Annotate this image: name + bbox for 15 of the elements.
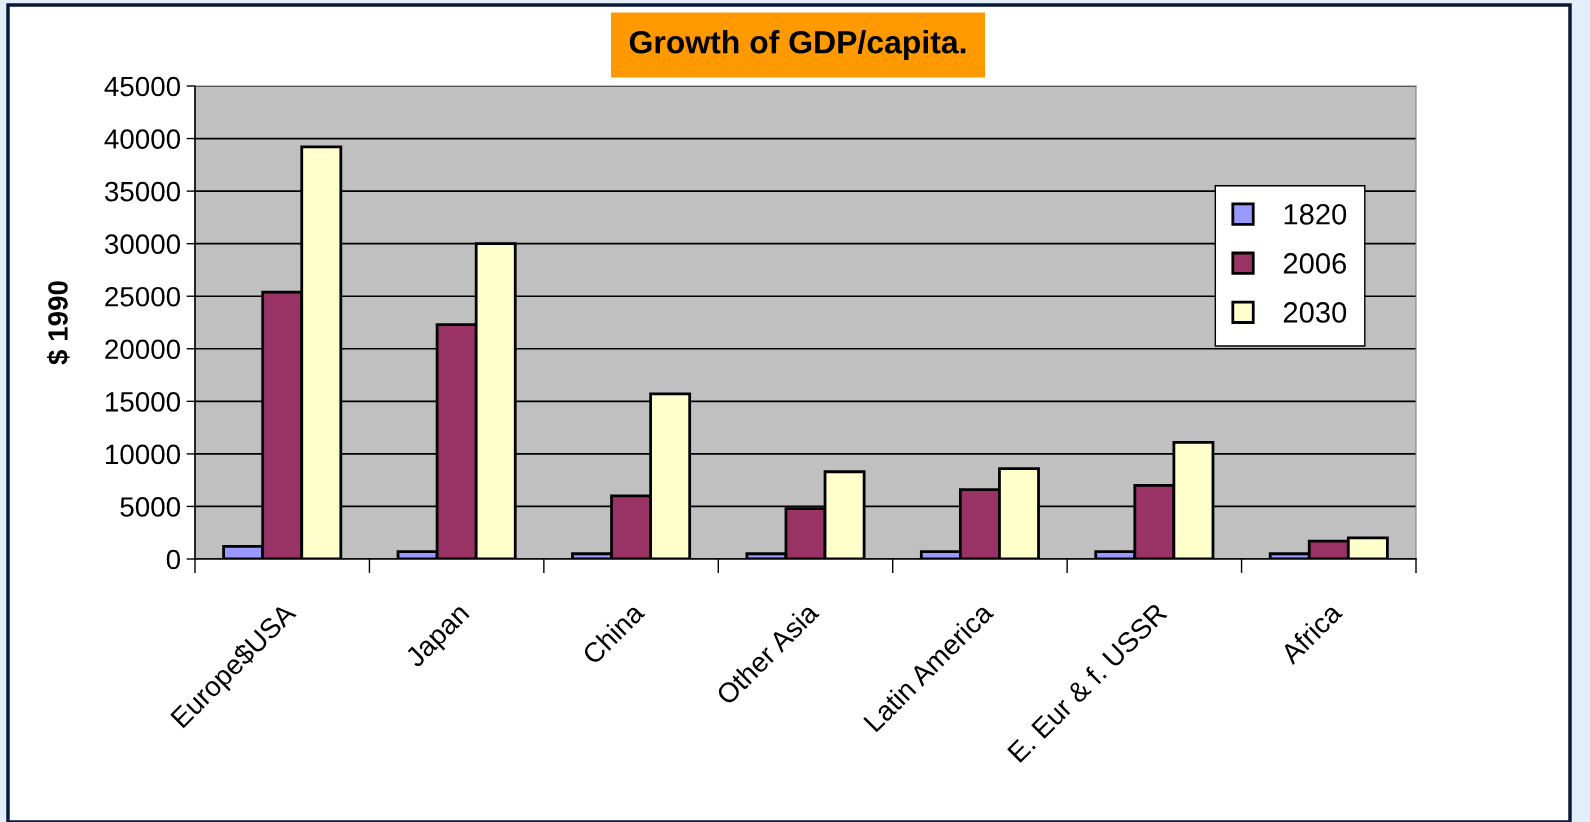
y-tick-label: 10000 (105, 444, 181, 465)
legend-label: 1820 (1284, 203, 1347, 225)
y-tick-label: 45000 (104, 76, 181, 97)
y-tick-label: 40000 (104, 129, 181, 149)
y-tick-label: 15000 (105, 392, 181, 412)
y-tick-label: 35000 (104, 181, 181, 202)
y-tick-label: 20000 (105, 339, 181, 360)
chart-title: Growth of GDP/capita. (629, 30, 966, 60)
y-tick-label: 25000 (105, 286, 181, 307)
legend-label: 2030 (1283, 302, 1347, 323)
y-axis-title: $ 1990 (46, 281, 70, 365)
y-tick-label: 5000 (120, 497, 181, 517)
y-tick-label: 30000 (104, 234, 181, 255)
legend-label: 2006 (1283, 253, 1347, 274)
y-tick-label: 0 (166, 549, 181, 570)
